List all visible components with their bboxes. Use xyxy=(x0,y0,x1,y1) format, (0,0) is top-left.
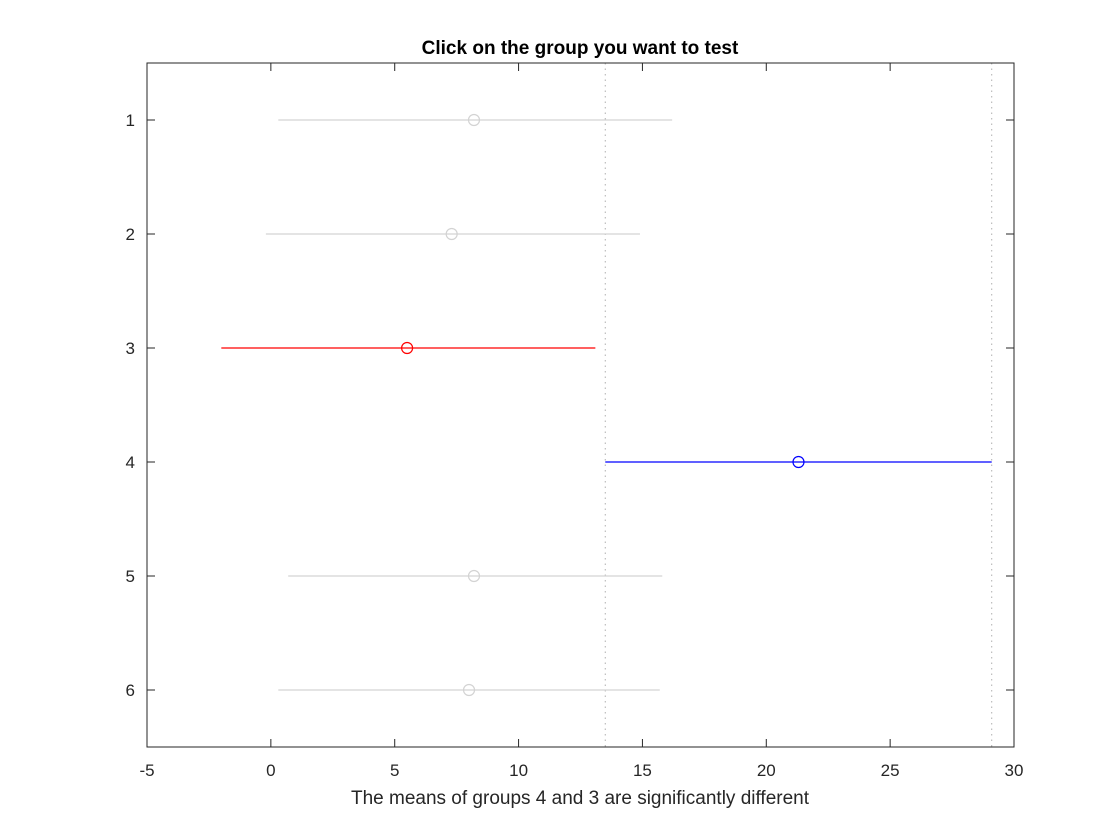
x-tick-label: 30 xyxy=(1005,761,1024,780)
group-3-interval[interactable] xyxy=(221,341,596,355)
y-tick-label: 3 xyxy=(126,339,135,358)
x-tick-label: 0 xyxy=(266,761,275,780)
group-5-mean-marker[interactable] xyxy=(467,569,481,583)
group-2-mean-marker[interactable] xyxy=(445,227,458,241)
y-tick-label: 1 xyxy=(126,111,135,130)
x-tick-label: 25 xyxy=(881,761,900,780)
x-tick-label: 10 xyxy=(509,761,528,780)
y-tick-label: 4 xyxy=(126,453,135,472)
axes-box xyxy=(146,62,1015,748)
group-2-interval[interactable] xyxy=(265,227,640,241)
y-tick-label: 6 xyxy=(126,681,135,700)
group-6-mean-marker[interactable] xyxy=(462,683,476,697)
chart-title: Click on the group you want to test xyxy=(422,38,739,59)
x-tick-label: 20 xyxy=(757,761,776,780)
group-1-interval[interactable] xyxy=(278,113,673,127)
group-6-interval[interactable] xyxy=(278,683,660,697)
x-tick-label: -5 xyxy=(139,761,154,780)
group-3-mean-marker[interactable] xyxy=(401,341,414,355)
y-tick-label: 2 xyxy=(126,225,135,244)
x-tick-label: 15 xyxy=(633,761,652,780)
x-axis-label: The means of groups 4 and 3 are signific… xyxy=(351,788,810,809)
group-4-mean-marker[interactable] xyxy=(792,455,805,469)
group-5-interval[interactable] xyxy=(288,569,663,583)
group-4-interval[interactable] xyxy=(605,455,992,469)
group-1-mean-marker[interactable] xyxy=(467,113,481,127)
y-tick-label: 5 xyxy=(126,567,135,586)
x-tick-label: 5 xyxy=(390,761,399,780)
